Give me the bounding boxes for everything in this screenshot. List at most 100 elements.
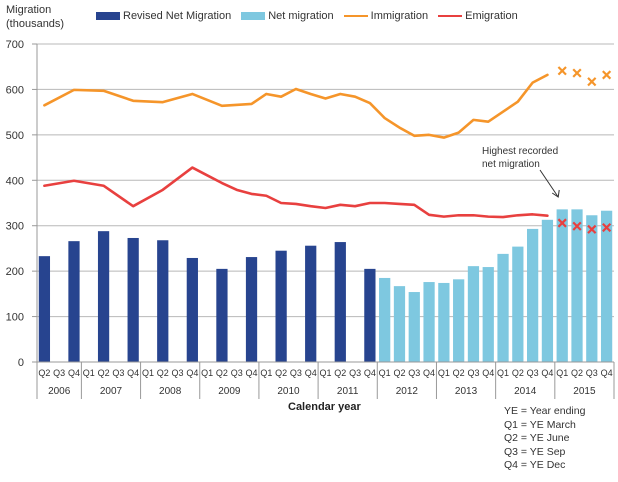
bar-net-migration [482, 267, 494, 362]
legend-swatch-immigration [343, 15, 368, 17]
x-tick-label-year: 2015 [573, 386, 596, 397]
x-stroke [602, 222, 612, 233]
x-axis-title: Calendar year [288, 401, 361, 413]
x-tick-label-year: 2008 [159, 386, 182, 397]
x-tick-label-quarter: Q2 [157, 368, 169, 378]
x-tick-label-year: 2014 [514, 386, 537, 397]
note-line: Q2 = YE June [504, 432, 570, 444]
x-tick-label-quarter: Q1 [556, 368, 568, 378]
y-tick-label: 200 [6, 266, 24, 278]
x-tick-label-quarter: Q3 [349, 368, 361, 378]
x-tick-label-quarter: Q1 [438, 368, 450, 378]
legend-label: Immigration [370, 10, 429, 22]
bar-net-migration [541, 219, 554, 362]
bar-revised-net-migration [245, 257, 258, 362]
x-tick-label-quarter: Q1 [319, 368, 331, 378]
projected-markers [557, 66, 612, 234]
x-marker-emigration [602, 222, 612, 233]
legend-item-emigration: Emigration [438, 10, 518, 22]
x-tick-label-quarter: Q2 [393, 368, 405, 378]
x-tick-label-year: 2007 [100, 386, 123, 397]
legend-label: Net migration [268, 10, 334, 22]
bar-net-migration [379, 277, 391, 362]
note-line: YE = Year ending [504, 405, 586, 417]
x-tick-label-quarter: Q4 [482, 368, 494, 378]
annotation-arrow [539, 169, 560, 198]
x-tick-label-quarter: Q2 [98, 368, 110, 378]
bar-net-migration [556, 209, 568, 362]
x-marker-immigration [572, 68, 582, 78]
bar-revised-net-migration [97, 231, 110, 362]
bar-revised-net-migration [186, 257, 198, 362]
x-tick-label-quarter: Q4 [305, 368, 317, 378]
legend-label: Revised Net Migration [123, 10, 232, 22]
x-tick-label-quarter: Q2 [512, 368, 524, 378]
bar-net-migration [512, 246, 524, 362]
x-tick-label-year: 2009 [218, 386, 241, 397]
bars [38, 209, 613, 362]
y-axis-title-line1: Migration [6, 4, 52, 16]
x-stroke [602, 70, 612, 80]
note-line: Q1 = YE March [504, 418, 576, 431]
x-tick-label-quarter: Q1 [142, 368, 154, 378]
note-line: Q4 = YE Dec [504, 459, 566, 471]
x-tick-label-year: 2012 [396, 386, 419, 397]
x-tick-label-quarter: Q1 [201, 368, 213, 378]
x-tick-label-quarter: Q4 [246, 368, 258, 378]
bar-net-migration [423, 282, 435, 362]
y-tick-label: 100 [6, 312, 24, 324]
x-tick-label-quarter: Q3 [290, 368, 302, 378]
legend-item-revised-net-migration: Revised Net Migration [96, 10, 231, 22]
bar-revised-net-migration [275, 250, 287, 362]
legend-item-immigration: Immigration [343, 10, 429, 22]
x-tick-label-quarter: Q3 [527, 368, 539, 378]
bar-net-migration [467, 266, 480, 362]
x-stroke [557, 218, 567, 228]
bar-revised-net-migration [38, 256, 51, 362]
x-stroke [572, 221, 582, 231]
bar-revised-net-migration [68, 241, 80, 362]
bar-revised-net-migration [364, 268, 376, 362]
x-tick-label-quarter: Q2 [571, 368, 583, 378]
x-stroke [587, 224, 597, 234]
x-marker-immigration [587, 77, 597, 87]
x-tick-label-quarter: Q2 [275, 368, 287, 378]
x-marker-emigration [587, 224, 597, 234]
bar-net-migration [393, 286, 406, 362]
x-tick-label-quarter: Q4 [68, 368, 80, 378]
legend-swatch-net-migration [241, 12, 266, 20]
x-tick-label-quarter: Q3 [112, 368, 124, 378]
annotation-arrow-head [551, 189, 560, 198]
x-tick-label-quarter: Q3 [172, 368, 184, 378]
bar-net-migration [600, 210, 613, 362]
legend-label: Emigration [465, 10, 518, 22]
annotation-highest-net-migration: Highest recorded net migration [482, 145, 558, 171]
x-tick-label-quarter: Q1 [379, 368, 391, 378]
bar-revised-net-migration [305, 245, 317, 362]
x-tick-label-quarter: Q3 [586, 368, 598, 378]
x-tick-label-year: 2013 [455, 386, 478, 397]
bar-revised-net-migration [157, 240, 169, 362]
x-tick-label-quarter: Q1 [260, 368, 272, 378]
y-tick-label: 400 [6, 175, 24, 187]
x-tick-label-quarter: Q3 [231, 368, 243, 378]
bar-net-migration [527, 228, 539, 362]
x-tick-label-quarter: Q3 [53, 368, 65, 378]
legend-item-net-migration: Net migration [241, 10, 334, 22]
bar-net-migration [408, 292, 420, 362]
quarter-notes: YE = Year ending Q1 = YE March Q2 = YE J… [504, 405, 585, 473]
x-axis: Q2 Q3 Q4 Q1 Q2 Q3 Q4 Q1 Q2 Q3 Q4 Q1 Q2 Q3 Q4 Q1 Q2 Q3 Q4 Q1… [36, 361, 615, 399]
bar-revised-net-migration [334, 242, 346, 362]
line-emigration [43, 166, 549, 219]
lines [43, 73, 549, 219]
bar-net-migration [586, 215, 598, 362]
legend-swatch-emigration [438, 15, 463, 17]
bar-revised-net-migration [216, 268, 228, 362]
y-tick-label: 600 [6, 84, 24, 96]
x-tick-label-quarter: Q1 [83, 368, 95, 378]
legend: Revised Net Migration Net migration Immi… [96, 10, 528, 22]
y-axis-title-line2: (thousands) [6, 18, 65, 30]
annotation-line1: Highest recorded [482, 146, 559, 157]
x-tick-label-quarter: Q2 [334, 368, 346, 378]
